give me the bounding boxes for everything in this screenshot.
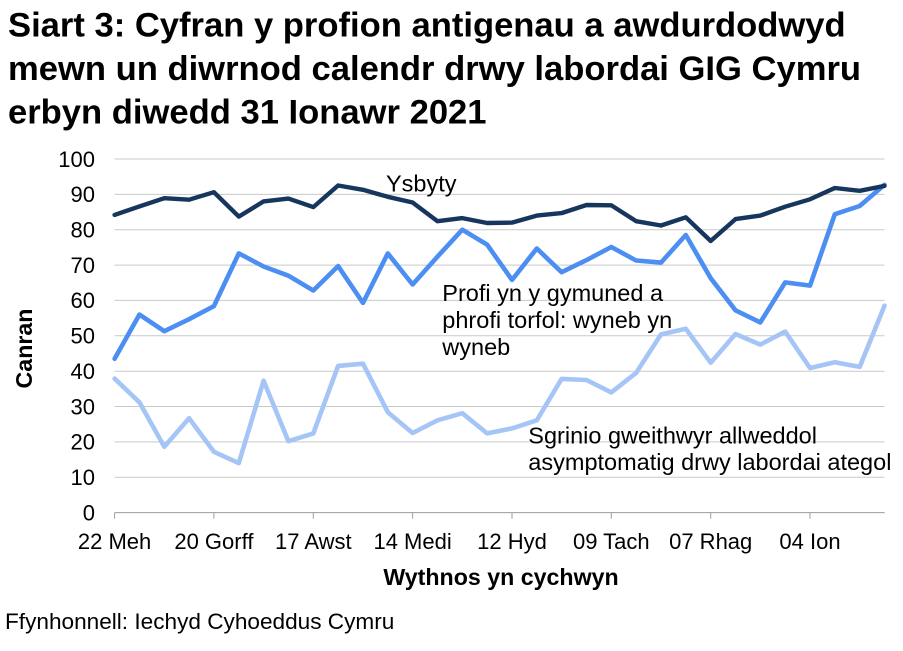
svg-text:40: 40 xyxy=(71,359,95,384)
svg-text:14 Medi: 14 Medi xyxy=(373,529,451,554)
svg-text:09 Tach: 09 Tach xyxy=(573,529,650,554)
svg-text:12 Hyd: 12 Hyd xyxy=(477,529,547,554)
svg-text:erbyn diwedd 31 Ionawr 2021: erbyn diwedd 31 Ionawr 2021 xyxy=(8,94,487,132)
svg-text:Siart 3: Cyfran y profion anti: Siart 3: Cyfran y profion antigenau a aw… xyxy=(8,7,846,45)
svg-text:50: 50 xyxy=(71,324,95,349)
svg-text:asymptomatig drwy labordai ate: asymptomatig drwy labordai ategol xyxy=(528,449,891,475)
svg-text:04 Ion: 04 Ion xyxy=(779,529,840,554)
svg-text:07 Rhag: 07 Rhag xyxy=(669,529,752,554)
svg-text:Ffynhonnell: Iechyd Cyhoeddus: Ffynhonnell: Iechyd Cyhoeddus Cymru xyxy=(5,609,394,634)
svg-text:Wythnos yn cychwyn: Wythnos yn cychwyn xyxy=(383,564,618,590)
svg-text:mewn un diwrnod calendr drwy l: mewn un diwrnod calendr drwy labordai GI… xyxy=(8,50,861,88)
svg-text:80: 80 xyxy=(71,218,95,243)
svg-text:phrofi torfol: wyneb yn: phrofi torfol: wyneb yn xyxy=(442,307,672,333)
svg-text:10: 10 xyxy=(71,465,95,490)
svg-text:Canran: Canran xyxy=(11,309,37,389)
svg-text:20: 20 xyxy=(71,430,95,455)
svg-text:100: 100 xyxy=(58,147,95,172)
svg-text:Sgrinio gweithwyr allweddol: Sgrinio gweithwyr allweddol xyxy=(528,423,817,449)
svg-text:wyneb: wyneb xyxy=(441,334,510,360)
svg-text:30: 30 xyxy=(71,394,95,419)
svg-text:22 Meh: 22 Meh xyxy=(78,529,151,554)
svg-text:70: 70 xyxy=(71,253,95,278)
svg-text:17 Awst: 17 Awst xyxy=(275,529,352,554)
svg-text:60: 60 xyxy=(71,288,95,313)
svg-text:Profi yn y gymuned a: Profi yn y gymuned a xyxy=(442,280,664,306)
svg-text:Ysbyty: Ysbyty xyxy=(386,171,457,197)
svg-text:90: 90 xyxy=(71,182,95,207)
svg-text:0: 0 xyxy=(83,500,95,525)
svg-text:20 Gorff: 20 Gorff xyxy=(174,529,254,554)
